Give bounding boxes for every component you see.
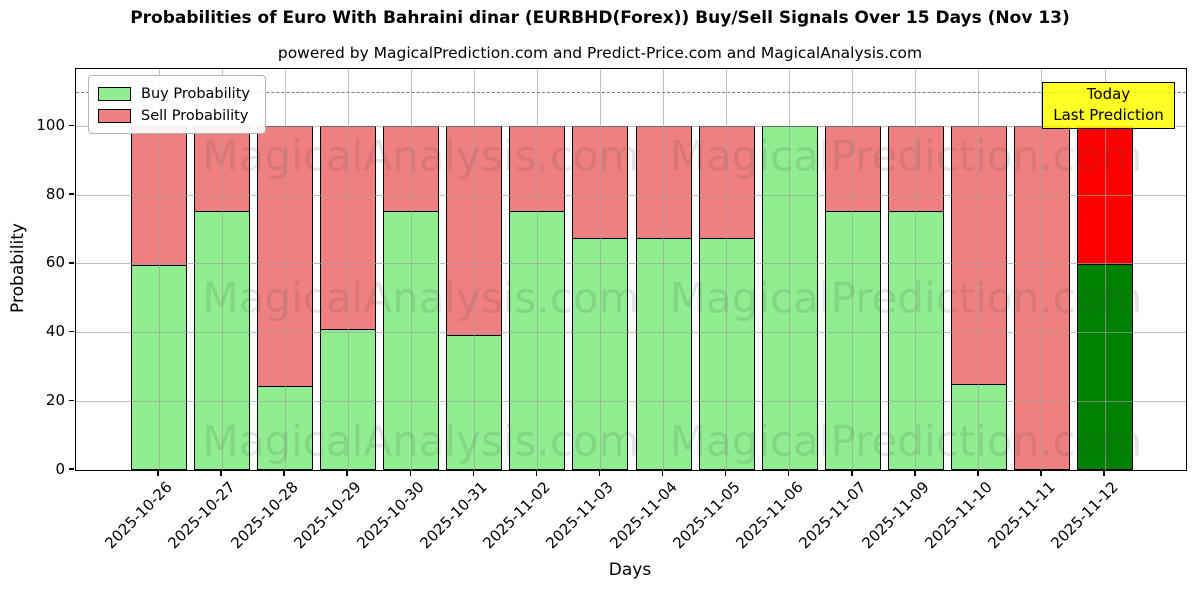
- x-tick-mark: [472, 470, 475, 476]
- gridline-vertical: [726, 69, 728, 470]
- gridline-vertical: [158, 69, 160, 470]
- chart-title: Probabilities of Euro With Bahraini dina…: [130, 8, 1070, 28]
- x-tick-label: 2025-11-09: [858, 478, 933, 553]
- x-tick-label: 2025-10-31: [416, 478, 492, 553]
- y-tick-mark: [69, 262, 74, 264]
- chart-subtitle: powered by MagicalPrediction.com and Pre…: [277, 44, 923, 62]
- y-tick-label: 0: [55, 459, 65, 478]
- x-tick-label: 2025-10-30: [353, 478, 428, 553]
- legend-sell-label: Sell Probability: [141, 108, 249, 124]
- gridline-horizontal: [76, 263, 1186, 265]
- x-tick-label: 2025-10-26: [101, 478, 176, 553]
- x-tick-mark: [409, 470, 412, 476]
- x-tick-mark: [851, 470, 853, 476]
- x-tick-label: 2025-11-10: [921, 478, 996, 553]
- gridline-vertical: [663, 69, 665, 470]
- gridline-vertical: [789, 69, 791, 470]
- x-tick-mark: [661, 470, 664, 476]
- x-tick-label: 2025-11-03: [542, 478, 618, 553]
- y-tick-label: 100: [36, 115, 65, 134]
- legend-sell-swatch: [98, 109, 131, 123]
- dashed-threshold-line: [76, 92, 1186, 94]
- x-tick-mark: [283, 470, 285, 476]
- gridline-vertical: [1104, 69, 1106, 470]
- y-tick-mark: [69, 124, 74, 127]
- gridline-vertical: [347, 69, 349, 470]
- legend: Buy Probability Sell Probability: [88, 75, 266, 134]
- gridline-vertical: [915, 69, 917, 470]
- x-tick-mark: [914, 470, 916, 476]
- gridline-horizontal: [76, 125, 1186, 127]
- y-tick-label: 40: [45, 322, 65, 341]
- legend-buy-label: Buy Probability: [141, 86, 250, 102]
- x-tick-label: 2025-10-27: [164, 478, 239, 553]
- gridline-horizontal: [76, 400, 1186, 402]
- x-tick-mark: [598, 470, 601, 476]
- x-tick-mark: [220, 470, 222, 476]
- gridline-vertical: [536, 69, 538, 470]
- y-tick-label: 20: [45, 390, 65, 409]
- y-tick-label: 80: [45, 184, 65, 203]
- x-tick-label: 2025-11-07: [795, 478, 870, 553]
- x-tick-mark: [535, 470, 538, 476]
- x-tick-mark: [346, 470, 348, 476]
- y-tick-mark: [69, 399, 74, 402]
- gridline-vertical: [1041, 69, 1043, 470]
- today-annotation-line1: Today: [1086, 85, 1131, 103]
- today-annotation-line2: Last Prediction: [1053, 106, 1164, 124]
- x-tick-label: 2025-11-11: [984, 478, 1059, 553]
- x-tick-mark: [977, 470, 979, 476]
- x-tick-mark: [1103, 470, 1105, 476]
- gridline-vertical: [221, 69, 223, 470]
- gridline-vertical: [284, 69, 286, 470]
- x-tick-mark: [1040, 470, 1042, 476]
- y-tick-mark: [69, 330, 74, 333]
- x-tick-label: 2025-11-06: [732, 478, 807, 553]
- x-tick-label: 2025-11-04: [605, 478, 681, 553]
- gridline-horizontal: [76, 194, 1186, 196]
- y-tick-mark: [69, 193, 74, 195]
- x-tick-mark: [724, 470, 727, 476]
- gridline-horizontal: [76, 332, 1186, 334]
- y-tick-mark: [69, 468, 74, 470]
- x-tick-label: 2025-10-28: [227, 478, 302, 553]
- x-tick-label: 2025-11-12: [1047, 478, 1122, 553]
- legend-entry-sell: Sell Probability: [98, 105, 255, 127]
- x-tick-label: 2025-10-29: [290, 478, 365, 553]
- gridline-vertical: [473, 69, 475, 470]
- y-axis-label: Probability: [8, 223, 28, 313]
- x-tick-mark: [157, 470, 159, 476]
- gridline-vertical: [978, 69, 980, 470]
- x-tick-mark: [787, 470, 790, 476]
- legend-entry-buy: Buy Probability: [98, 83, 255, 105]
- gridline-vertical: [852, 69, 854, 470]
- x-axis-label: Days: [608, 560, 652, 580]
- y-tick-label: 60: [45, 253, 65, 272]
- today-annotation: Today Last Prediction: [1042, 82, 1175, 129]
- legend-buy-swatch: [98, 87, 131, 101]
- gridline-vertical: [599, 69, 601, 470]
- gridline-vertical: [410, 69, 412, 470]
